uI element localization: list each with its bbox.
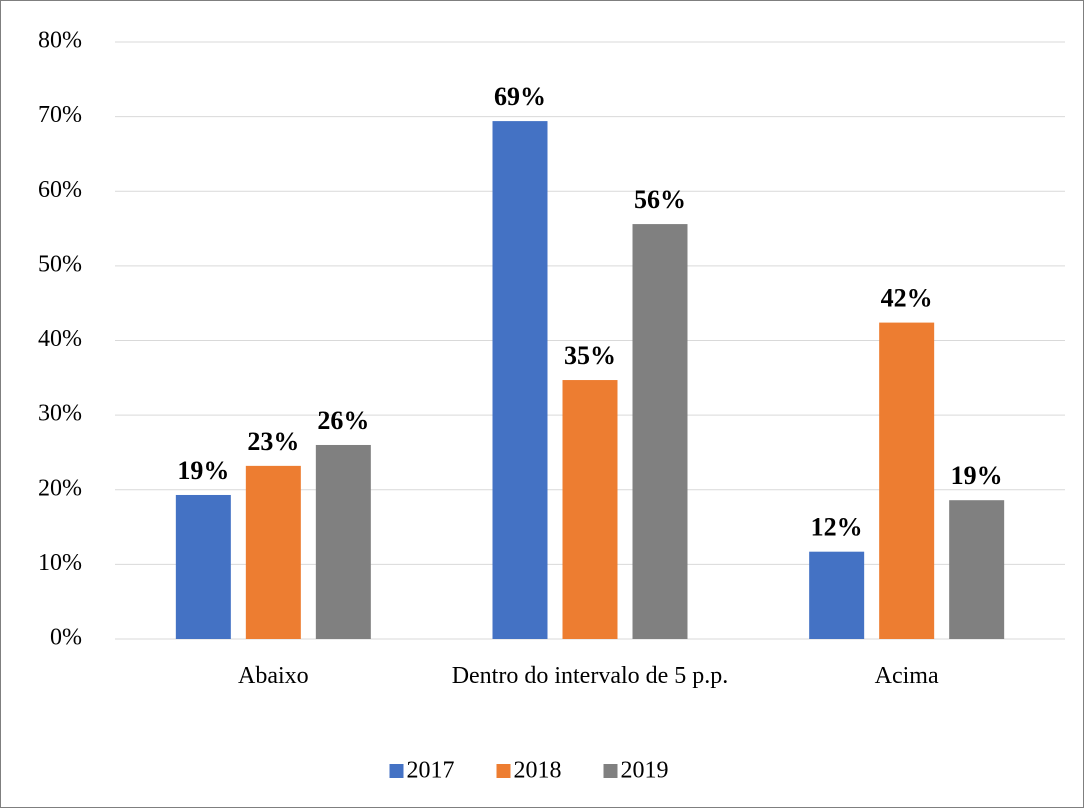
legend-label: 2018	[514, 758, 562, 784]
value-label: 35%	[564, 341, 616, 370]
y-tick-label: 50%	[38, 251, 82, 277]
legend-label: 2017	[407, 758, 455, 784]
y-tick-label: 0%	[50, 625, 82, 651]
value-label: 26%	[317, 406, 369, 435]
x-tick-label-box: Dentro do intervalo de 5 p.p.	[451, 663, 729, 689]
bar	[809, 551, 865, 639]
y-tick-label: 40%	[38, 326, 82, 352]
bar	[632, 224, 688, 639]
x-tick-label-box: Abaixo	[238, 663, 309, 689]
x-tick-label: Abaixo	[238, 663, 309, 689]
y-tick-label: 30%	[38, 401, 82, 427]
legend-label: 2019	[621, 758, 669, 784]
value-label: 19%	[951, 461, 1003, 490]
y-tick-label: 20%	[38, 475, 82, 501]
bar	[315, 444, 371, 639]
x-tick-label: Acima	[874, 663, 939, 689]
value-label: 69%	[494, 82, 546, 111]
bar	[562, 380, 618, 639]
x-tick-label: Dentro do intervalo de 5 p.p.	[451, 663, 729, 689]
legend-swatch	[603, 764, 618, 778]
y-tick-label: 70%	[38, 102, 82, 128]
value-label: 12%	[811, 513, 863, 542]
legend-swatch	[496, 764, 511, 778]
y-tick-label: 60%	[38, 177, 82, 203]
bar	[949, 500, 1005, 639]
bar	[245, 465, 301, 639]
value-label: 56%	[634, 185, 686, 214]
y-tick-label: 10%	[38, 550, 82, 576]
bar	[492, 121, 548, 640]
value-label: 23%	[247, 427, 299, 456]
bar	[879, 322, 935, 639]
bar	[175, 494, 231, 639]
value-label: 42%	[881, 284, 933, 313]
x-tick-label-box: Acima	[874, 663, 939, 689]
y-tick-label: 80%	[38, 28, 82, 54]
legend-swatch	[389, 764, 404, 778]
value-label: 19%	[177, 456, 229, 485]
